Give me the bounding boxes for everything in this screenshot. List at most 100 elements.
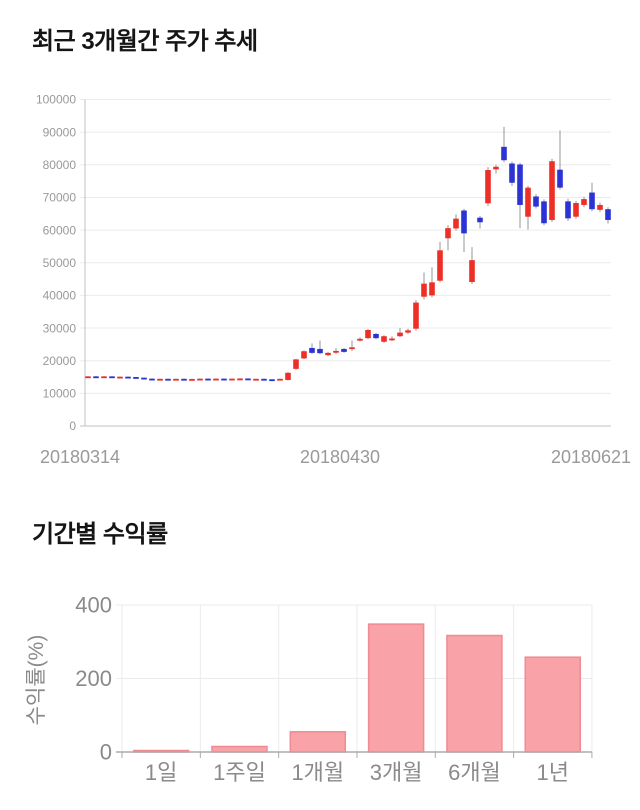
candle-down [373, 333, 379, 339]
candle-down [205, 378, 211, 381]
candle-up [365, 330, 371, 339]
returns-x-tick-label: 6개월 [448, 760, 501, 785]
candle-up [437, 250, 443, 281]
return-bar [289, 731, 347, 753]
candle-up [453, 218, 459, 229]
candle-down [165, 378, 171, 381]
candle-up [213, 378, 219, 381]
candle-up [445, 228, 451, 239]
candle-up [333, 350, 339, 353]
candle-up [157, 378, 163, 381]
return-bar [367, 623, 425, 753]
candle-up [85, 376, 91, 379]
candle-up [389, 338, 395, 341]
price-y-tick-label: 50000 [43, 256, 77, 270]
price-chart-title: 최근 3개월간 주가 추세 [32, 28, 258, 55]
price-y-tick-label: 30000 [43, 321, 77, 335]
candle-down [269, 379, 275, 382]
price-y-tick-label: 10000 [43, 387, 77, 401]
returns-x-tick-label: 1주일 [213, 760, 266, 785]
return-bar [446, 634, 503, 753]
returns-y-tick-label: 200 [75, 666, 112, 691]
price-candlestick-chart: 0 10000 20000 30000 40000 50000 60000 70000 8000… [36, 93, 631, 467]
candle-up [237, 378, 243, 381]
price-y-tick-label: 0 [69, 419, 76, 433]
candle-down [245, 378, 251, 381]
candle-up [429, 282, 435, 296]
candle-up [301, 351, 307, 359]
candle-up [325, 352, 331, 356]
candle-up [189, 378, 195, 381]
returns-x-tick-label: 1일 [145, 760, 177, 785]
candle-up [381, 336, 387, 342]
price-x-tick-label: 20180621 [551, 447, 631, 467]
candle-up [485, 170, 491, 204]
candle-down [317, 348, 323, 354]
candle-up [101, 376, 107, 379]
candle-down [141, 377, 147, 380]
candle-up [581, 199, 587, 205]
candle-down [221, 378, 227, 381]
candle-down [341, 348, 347, 352]
returns-y-tick-label: 400 [75, 593, 112, 618]
return-bar [524, 656, 582, 753]
candle-down [133, 377, 139, 379]
candle-down [589, 192, 595, 210]
candle-up [469, 260, 475, 283]
returns-y-axis-title: 수익률(%) [25, 635, 48, 726]
candle-up [525, 187, 531, 217]
price-y-tick-label: 100000 [36, 93, 76, 107]
candle-up [253, 378, 259, 381]
candle-up [493, 166, 499, 170]
candle-down [461, 210, 467, 234]
price-y-tick-label: 40000 [43, 289, 77, 303]
candle-up [173, 378, 179, 381]
candle-down [93, 376, 99, 379]
candle-up [421, 283, 427, 297]
candle-down [541, 201, 547, 224]
candle-up [197, 378, 203, 381]
returns-x-tick-label: 1개월 [291, 760, 344, 785]
candle-up [597, 204, 603, 210]
price-x-tick-label: 20180314 [40, 447, 120, 467]
price-y-tick-label: 90000 [43, 125, 77, 139]
candle-up [117, 376, 123, 379]
candle-down [261, 378, 267, 381]
candle-down [517, 164, 523, 205]
candle-down [565, 201, 571, 219]
price-x-tick-label: 20180430 [300, 447, 380, 467]
candle-up [285, 372, 291, 380]
candle-up [277, 378, 283, 381]
candle-down [533, 196, 539, 207]
return-bar [211, 745, 268, 753]
price-y-tick-label: 70000 [43, 191, 77, 205]
candle-down [149, 378, 155, 381]
candle-down [125, 376, 131, 379]
candle-up [549, 161, 555, 220]
returns-bar-chart: 0 200 400 1일 1주일 1개월 3개월 6개월 1년 수익률(%) [25, 593, 593, 785]
returns-x-tick-label: 1년 [537, 760, 569, 785]
price-y-tick-label: 60000 [43, 223, 77, 237]
candle-down [557, 169, 563, 188]
candle-up [357, 338, 363, 341]
candle-down [509, 163, 515, 183]
returns-x-tick-label: 3개월 [370, 760, 423, 785]
candle-down [501, 146, 507, 161]
candle-down [109, 376, 115, 379]
price-y-tick-label: 80000 [43, 158, 77, 172]
candle-down [181, 378, 187, 381]
candle-down [477, 217, 483, 223]
returns-chart-title: 기간별 수익률 [32, 521, 168, 548]
candle-up [573, 203, 579, 217]
candle-down [605, 209, 611, 220]
candle-up [397, 332, 403, 337]
candle-down [309, 347, 315, 353]
candle-up [405, 330, 411, 333]
returns-y-tick-label: 0 [100, 740, 112, 765]
candle-up [349, 347, 355, 350]
candle-up [413, 302, 419, 329]
candle-up [229, 378, 235, 381]
price-y-tick-label: 20000 [43, 354, 77, 368]
candle-up [293, 359, 299, 369]
